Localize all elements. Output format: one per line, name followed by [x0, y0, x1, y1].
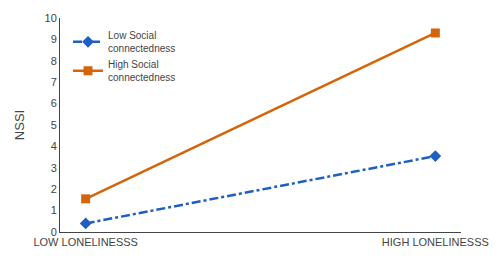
svg-text:HIGH LONELINESSS: HIGH LONELINESSS [382, 236, 489, 248]
svg-text:1: 1 [51, 204, 57, 216]
svg-text:Low Socialconnectedness: Low Socialconnectedness [108, 30, 175, 54]
svg-text:3: 3 [51, 162, 57, 174]
svg-text:8: 8 [51, 55, 57, 67]
svg-text:5: 5 [51, 119, 57, 131]
svg-text:6: 6 [51, 97, 57, 109]
svg-text:NSSI: NSSI [12, 110, 27, 140]
svg-text:2: 2 [51, 183, 57, 195]
svg-text:0: 0 [51, 226, 57, 238]
svg-text:9: 9 [51, 33, 57, 45]
svg-text:High Socialconnectedness: High Socialconnectedness [108, 59, 175, 83]
svg-text:4: 4 [51, 140, 57, 152]
svg-text:7: 7 [51, 76, 57, 88]
svg-text:LOW LONELINESSS: LOW LONELINESSS [33, 236, 138, 248]
svg-text:10: 10 [45, 12, 57, 24]
